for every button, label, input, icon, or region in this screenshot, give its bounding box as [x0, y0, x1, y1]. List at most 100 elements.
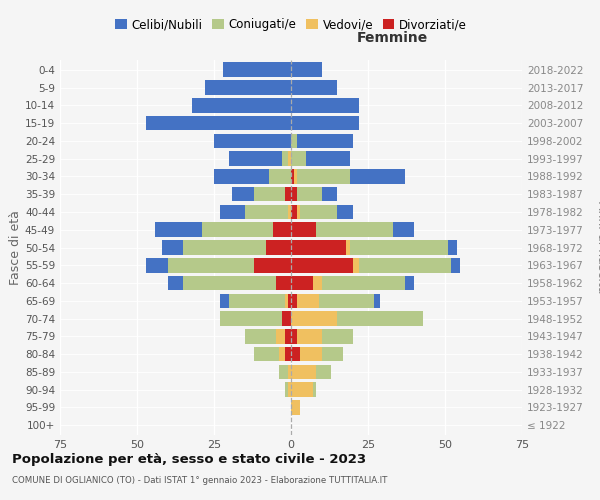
Bar [223, 62, 291, 77]
Bar [146, 116, 291, 130]
Bar [359, 258, 451, 272]
Bar [374, 294, 380, 308]
Bar [322, 276, 405, 290]
Bar [291, 204, 297, 219]
Bar [337, 204, 353, 219]
Bar [297, 329, 322, 344]
Bar [291, 240, 346, 255]
Bar [350, 240, 448, 255]
Bar [220, 312, 282, 326]
Bar [245, 329, 275, 344]
Bar [291, 294, 297, 308]
Bar [322, 329, 353, 344]
Bar [214, 169, 269, 184]
Bar [322, 187, 337, 202]
Bar [291, 400, 300, 414]
Bar [405, 276, 414, 290]
Bar [307, 152, 350, 166]
Bar [337, 312, 424, 326]
Bar [183, 240, 266, 255]
Bar [266, 240, 291, 255]
Bar [220, 294, 229, 308]
Bar [229, 152, 282, 166]
Text: Femmine: Femmine [357, 31, 428, 45]
Bar [220, 204, 245, 219]
Bar [297, 134, 353, 148]
Bar [300, 204, 337, 219]
Bar [291, 329, 297, 344]
Bar [285, 187, 291, 202]
Bar [291, 152, 307, 166]
Bar [291, 80, 337, 95]
Bar [316, 222, 392, 237]
Bar [291, 187, 297, 202]
Bar [232, 187, 254, 202]
Text: COMUNE DI OGLIANICO (TO) - Dati ISTAT 1° gennaio 2023 - Elaborazione TUTTITALIA.: COMUNE DI OGLIANICO (TO) - Dati ISTAT 1°… [12, 476, 388, 485]
Bar [291, 116, 359, 130]
Bar [322, 347, 343, 362]
Bar [205, 80, 291, 95]
Y-axis label: Anni di nascita: Anni di nascita [595, 201, 600, 294]
Bar [297, 169, 350, 184]
Bar [291, 276, 313, 290]
Bar [294, 169, 297, 184]
Bar [275, 329, 285, 344]
Bar [300, 347, 322, 362]
Bar [282, 152, 288, 166]
Text: Popolazione per età, sesso e stato civile - 2023: Popolazione per età, sesso e stato civil… [12, 452, 366, 466]
Bar [291, 222, 316, 237]
Bar [353, 258, 359, 272]
Bar [451, 258, 460, 272]
Bar [285, 329, 291, 344]
Bar [254, 258, 291, 272]
Bar [291, 169, 294, 184]
Bar [254, 347, 278, 362]
Bar [278, 364, 288, 379]
Bar [229, 294, 285, 308]
Bar [291, 134, 297, 148]
Bar [288, 364, 291, 379]
Bar [183, 276, 275, 290]
Bar [282, 312, 291, 326]
Bar [288, 382, 291, 397]
Bar [346, 240, 350, 255]
Bar [291, 258, 353, 272]
Bar [297, 204, 300, 219]
Bar [288, 152, 291, 166]
Bar [285, 382, 288, 397]
Bar [297, 294, 319, 308]
Bar [254, 187, 285, 202]
Bar [161, 240, 183, 255]
Bar [316, 364, 331, 379]
Bar [272, 222, 291, 237]
Bar [350, 169, 405, 184]
Bar [168, 258, 254, 272]
Bar [291, 98, 359, 112]
Bar [288, 294, 291, 308]
Bar [278, 347, 285, 362]
Y-axis label: Fasce di età: Fasce di età [9, 210, 22, 285]
Legend: Celibi/Nubili, Coniugati/e, Vedovi/e, Divorziati/e: Celibi/Nubili, Coniugati/e, Vedovi/e, Di… [110, 14, 472, 36]
Bar [155, 222, 202, 237]
Bar [214, 134, 291, 148]
Bar [313, 276, 322, 290]
Bar [291, 62, 322, 77]
Bar [297, 187, 322, 202]
Bar [285, 294, 288, 308]
Bar [291, 312, 337, 326]
Bar [202, 222, 272, 237]
Bar [392, 222, 414, 237]
Bar [288, 204, 291, 219]
Bar [245, 204, 288, 219]
Bar [291, 382, 313, 397]
Bar [193, 98, 291, 112]
Bar [275, 276, 291, 290]
Bar [146, 258, 168, 272]
Bar [285, 347, 291, 362]
Bar [319, 294, 374, 308]
Bar [168, 276, 183, 290]
Bar [448, 240, 457, 255]
Bar [313, 382, 316, 397]
Bar [269, 169, 291, 184]
Bar [291, 364, 316, 379]
